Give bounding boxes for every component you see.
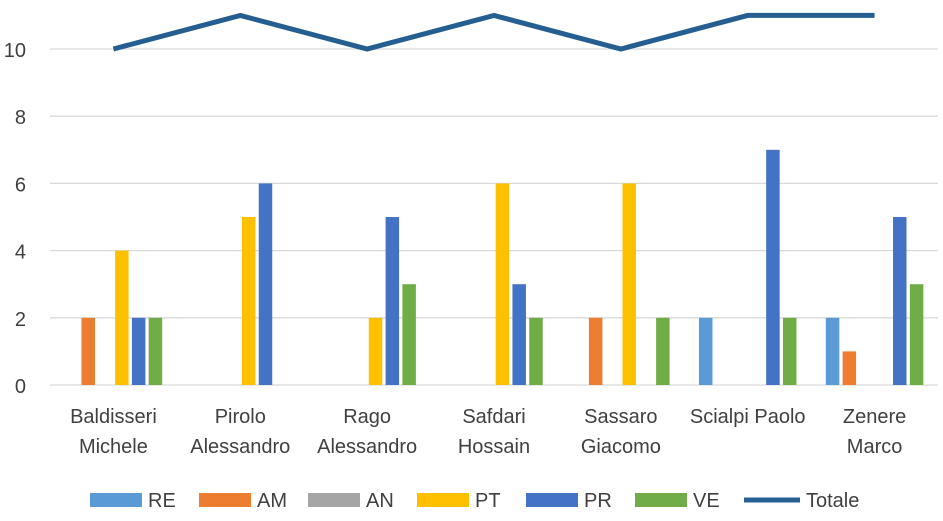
x-category-label: Alessandro [317, 436, 417, 458]
legend-label-re: RE [148, 490, 176, 512]
bar-re [698, 317, 713, 385]
bar-pt [241, 217, 256, 385]
bar-pt [368, 317, 383, 385]
bar-ve [148, 317, 163, 385]
bar-ve [782, 317, 797, 385]
bar-pt [622, 183, 637, 385]
legend-swatch-am [199, 493, 251, 507]
legend-label-pr: PR [584, 490, 612, 512]
legend-label-pt: PT [475, 490, 501, 512]
bar-am [842, 351, 857, 385]
bar-am [81, 317, 95, 385]
x-category-label: Giacomo [581, 436, 661, 458]
bar-pr [512, 284, 526, 385]
x-category-label: Scialpi Paolo [690, 406, 806, 428]
y-tick-label: 8 [15, 107, 26, 129]
y-tick-label: 6 [15, 174, 26, 196]
bar-pt [115, 250, 129, 385]
x-category-label: Sassaro [584, 406, 657, 428]
x-category-label: Baldisseri [70, 406, 157, 428]
bars [81, 149, 924, 385]
x-category-label: Pirolo [215, 406, 266, 428]
y-tick-label: 0 [15, 376, 26, 398]
bar-ve [529, 317, 543, 385]
x-category-label: Marco [847, 436, 903, 458]
bar-pr [131, 317, 146, 385]
bar-ve [656, 317, 670, 385]
legend: RE AM AN PT PR VE Totale [90, 490, 859, 512]
bar-pr [766, 149, 780, 385]
legend-swatch-pr [526, 493, 578, 507]
bar-re [825, 317, 840, 385]
bar-ve [402, 284, 416, 385]
bar-ve [909, 284, 924, 385]
legend-label-ve: VE [693, 490, 720, 512]
x-category-label: Hossain [458, 436, 530, 458]
x-category-label: Alessandro [190, 436, 290, 458]
x-category-label: Rago [343, 406, 391, 428]
total-line [112, 12, 875, 52]
y-tick-label: 2 [15, 309, 26, 331]
bar-pr [258, 183, 273, 385]
line-totale [112, 12, 875, 52]
bar-pt [495, 183, 510, 385]
legend-swatch-pt [417, 493, 469, 507]
legend-swatch-an [308, 493, 360, 507]
legend-swatch-ve [635, 493, 687, 507]
y-tick-label: 10 [4, 40, 26, 62]
x-category-label: Zenere [843, 406, 906, 428]
x-axis-category-labels: Baldisseri Michele Pirolo Alessandro Rago Ale… [70, 406, 906, 458]
y-tick-label: 4 [15, 242, 26, 264]
legend-swatch-re [90, 493, 142, 507]
bar-pr [385, 217, 400, 385]
x-category-label: Michele [79, 436, 148, 458]
legend-label-am: AM [257, 490, 287, 512]
legend-label-an: AN [366, 490, 394, 512]
y-axis-tick-labels: 0 2 4 6 8 10 [4, 40, 26, 398]
bar-am [588, 317, 603, 385]
legend-label-totale: Totale [806, 490, 859, 512]
bar-pr [893, 217, 907, 385]
gridlines [50, 48, 938, 386]
x-category-label: Safdari [462, 406, 525, 428]
